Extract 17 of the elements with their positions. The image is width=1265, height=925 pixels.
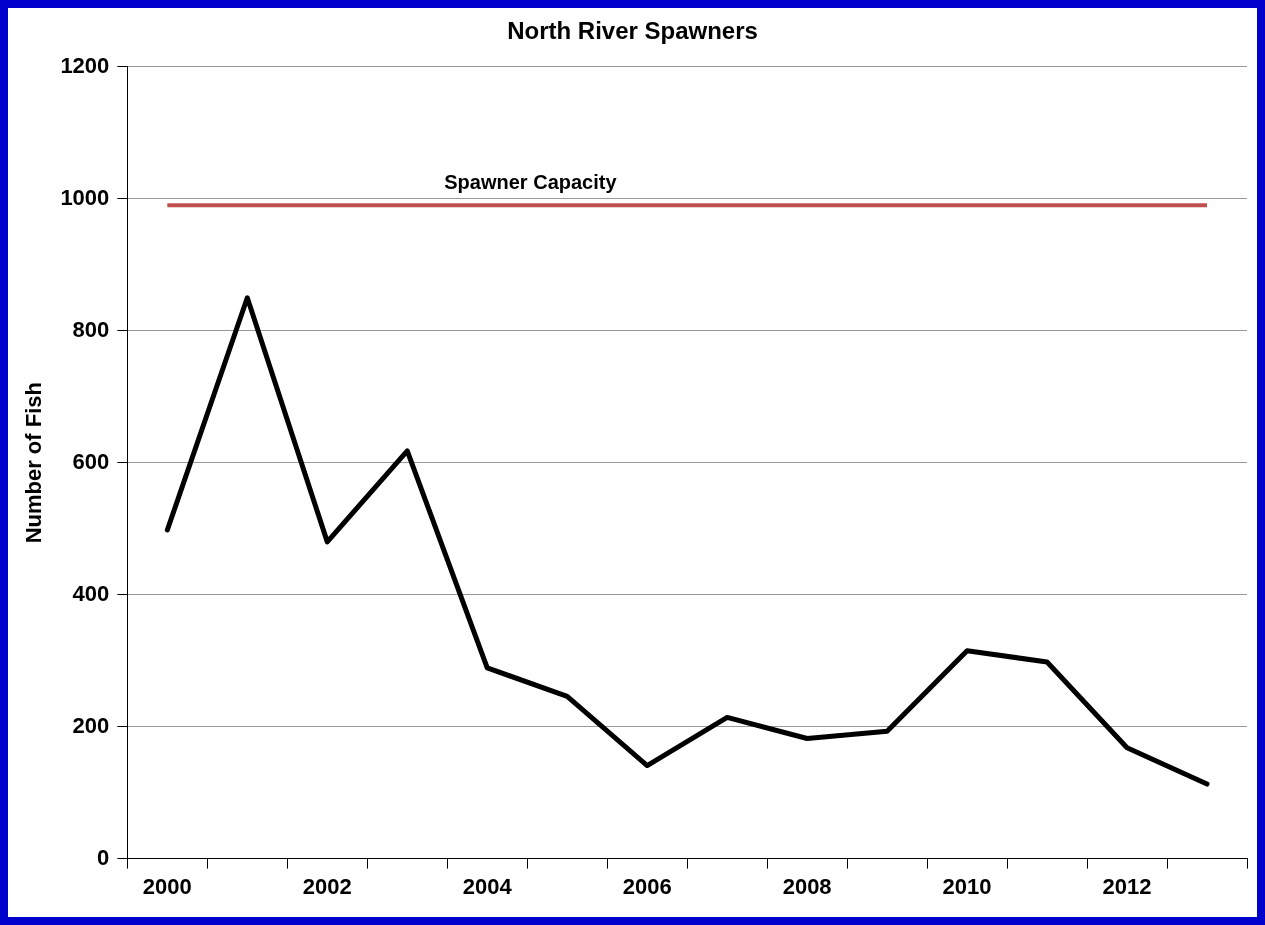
x-tick-label: 2006 (622, 873, 672, 899)
y-tick-label: 800 (72, 316, 110, 342)
x-tick-label: 2010 (942, 873, 992, 899)
x-tick-label: 2012 (1102, 873, 1152, 899)
x-tick-label: 2002 (302, 873, 352, 899)
y-tick-label: 0 (97, 844, 110, 870)
y-tick-label: 1200 (60, 52, 110, 78)
x-tick-label: 2008 (782, 873, 832, 899)
y-tick-label: 600 (72, 448, 110, 474)
y-tick-label: 400 (72, 580, 110, 606)
ref-line-label: Spawner Capacity (444, 170, 618, 193)
chart-title: North River Spawners (507, 17, 758, 45)
y-axis-title: Number of Fish (21, 382, 47, 544)
x-tick-label: 2000 (142, 873, 192, 899)
y-tick-label: 200 (72, 712, 110, 738)
x-tick-label: 2004 (462, 873, 513, 899)
y-tick-label: 1000 (60, 184, 110, 210)
